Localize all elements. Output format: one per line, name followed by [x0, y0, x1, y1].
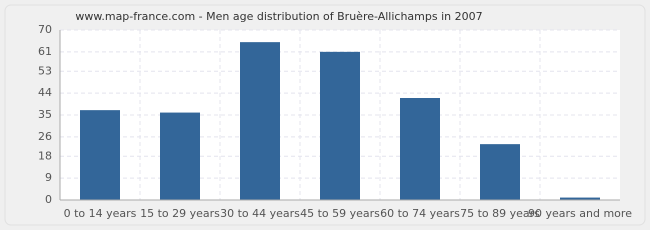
- y-tick-label: 26: [38, 130, 52, 143]
- x-tick-label: 30 to 44 years: [220, 207, 300, 220]
- bar: [400, 98, 440, 200]
- y-tick-label: 44: [38, 86, 52, 99]
- y-tick-label: 0: [45, 193, 52, 206]
- y-tick-label: 70: [38, 23, 52, 36]
- chart: www.map-france.com - Men age distributio…: [0, 0, 650, 230]
- y-tick-label: 53: [38, 64, 52, 77]
- y-tick-label: 9: [45, 171, 52, 184]
- bar: [320, 51, 360, 200]
- x-tick-label: 15 to 29 years: [140, 207, 220, 220]
- x-tick-label: 90 years and more: [528, 207, 632, 220]
- bar: [480, 144, 520, 200]
- x-tick-label: 75 to 89 years: [460, 207, 540, 220]
- x-tick-label: 45 to 59 years: [300, 207, 380, 220]
- y-tick-label: 61: [38, 45, 52, 58]
- chart-title: www.map-france.com - Men age distributio…: [75, 10, 482, 23]
- bar: [160, 112, 200, 200]
- bar: [240, 42, 280, 201]
- bar: [560, 197, 600, 200]
- bar: [80, 110, 120, 200]
- y-tick-label: 18: [38, 149, 52, 162]
- x-tick-label: 0 to 14 years: [64, 207, 137, 220]
- y-tick-label: 35: [38, 108, 52, 121]
- x-tick-label: 60 to 74 years: [380, 207, 460, 220]
